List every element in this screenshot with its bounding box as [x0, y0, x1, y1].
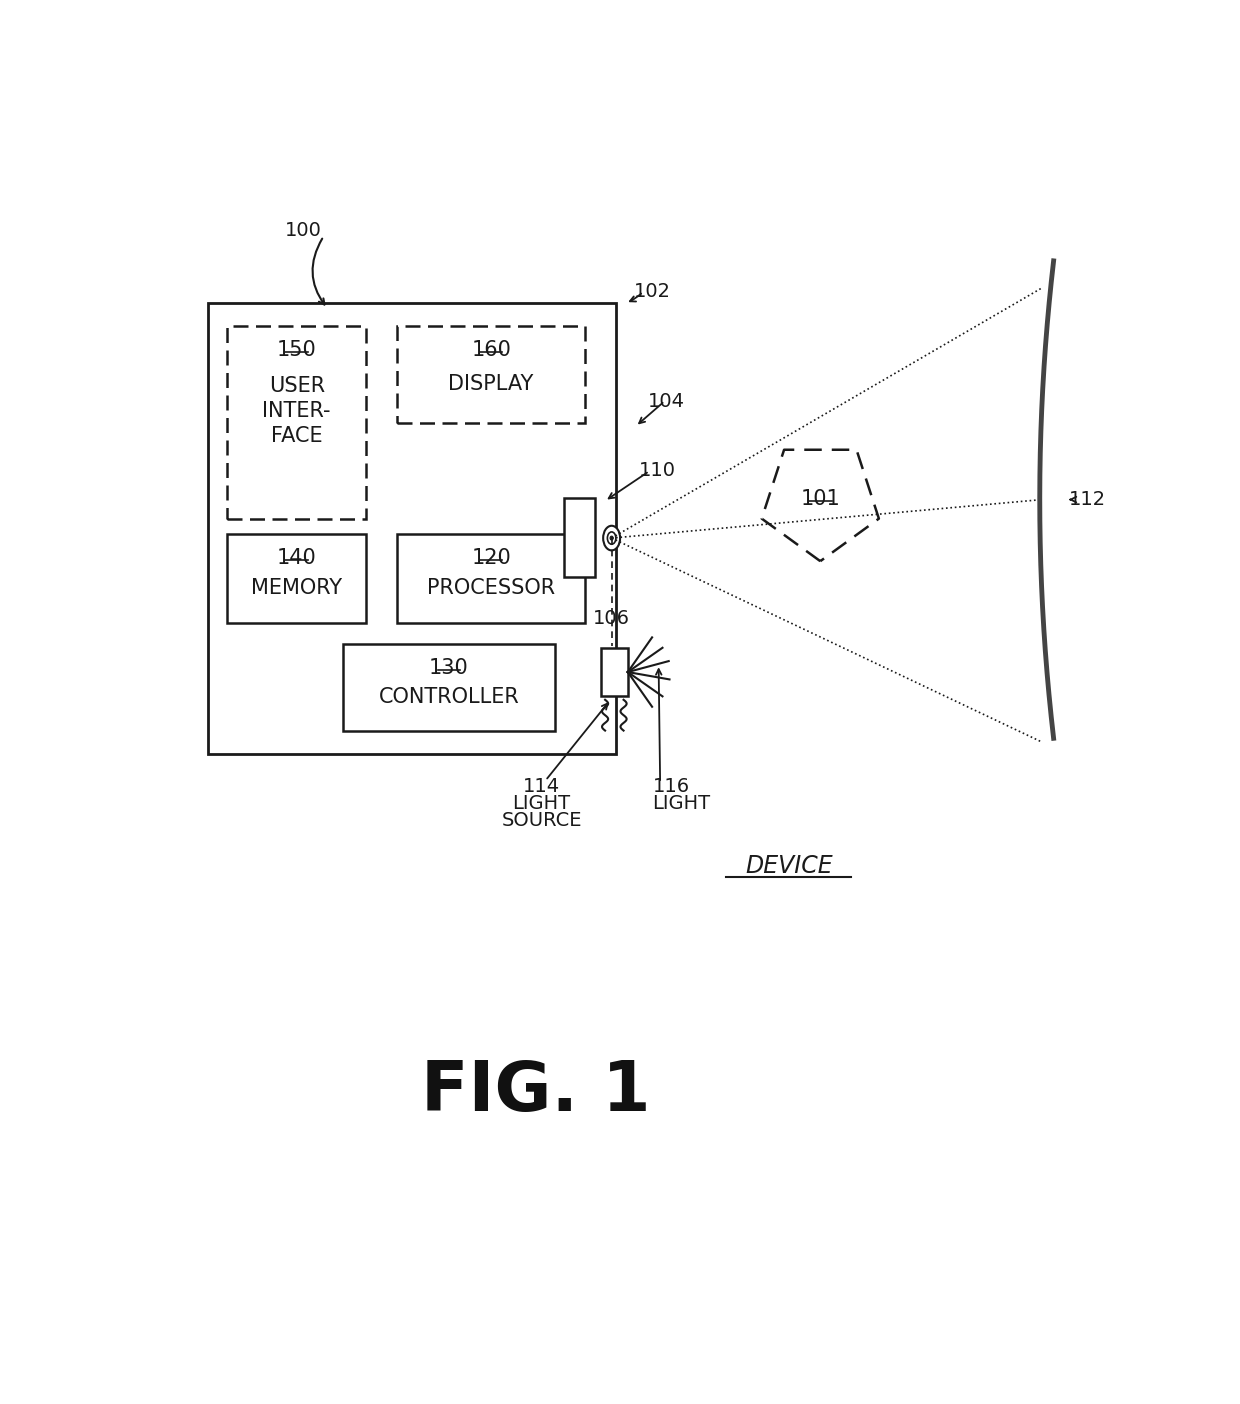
- Text: PROCESSOR: PROCESSOR: [427, 577, 556, 598]
- Text: 114: 114: [523, 776, 560, 796]
- Ellipse shape: [603, 525, 620, 550]
- Text: 130: 130: [429, 658, 469, 678]
- Text: 116: 116: [652, 776, 689, 796]
- Bar: [564, 498, 595, 577]
- Ellipse shape: [608, 532, 616, 545]
- Text: 110: 110: [640, 461, 676, 480]
- Text: DISPLAY: DISPLAY: [449, 373, 533, 393]
- Text: 100: 100: [285, 220, 322, 240]
- Bar: [397, 326, 585, 423]
- Text: LIGHT: LIGHT: [512, 793, 570, 813]
- Text: 102: 102: [634, 282, 671, 302]
- Text: 150: 150: [277, 340, 316, 361]
- Text: 120: 120: [471, 548, 511, 569]
- Text: FIG. 1: FIG. 1: [420, 1057, 650, 1125]
- Text: CONTROLLER: CONTROLLER: [378, 687, 520, 706]
- Bar: [227, 535, 366, 623]
- Text: 140: 140: [277, 548, 316, 569]
- Bar: [601, 649, 627, 696]
- Text: USER
INTER-
FACE: USER INTER- FACE: [263, 376, 331, 446]
- Text: 106: 106: [593, 609, 630, 628]
- Text: SOURCE: SOURCE: [501, 810, 582, 830]
- Text: LIGHT: LIGHT: [652, 793, 711, 813]
- Bar: [208, 303, 616, 754]
- Ellipse shape: [610, 536, 613, 541]
- Text: 112: 112: [1069, 490, 1106, 510]
- Bar: [227, 326, 366, 519]
- Text: 104: 104: [647, 392, 684, 411]
- Bar: [397, 535, 585, 623]
- Text: DEVICE: DEVICE: [745, 854, 833, 878]
- Text: 101: 101: [801, 489, 841, 508]
- Text: 160: 160: [471, 340, 511, 361]
- Text: MEMORY: MEMORY: [252, 577, 342, 598]
- Bar: [343, 644, 554, 730]
